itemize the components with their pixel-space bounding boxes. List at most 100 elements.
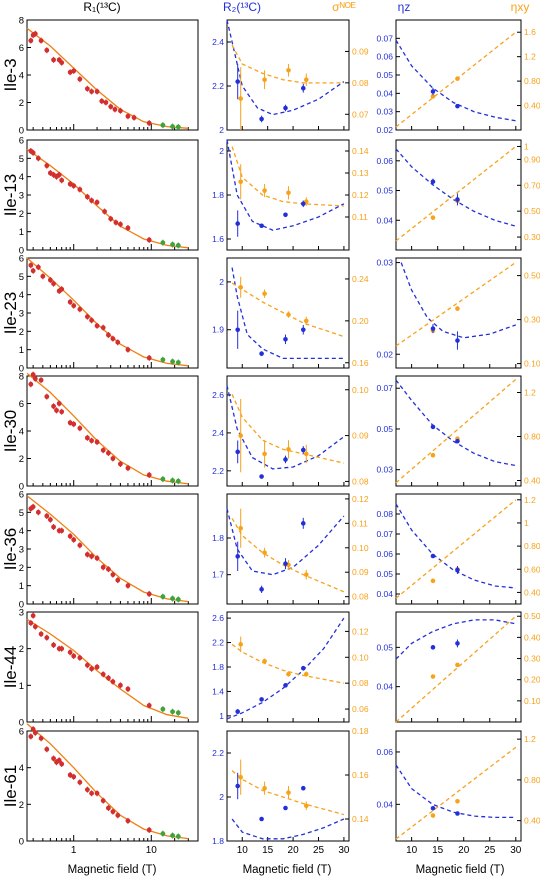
blue-fit-line: [395, 503, 516, 589]
r2-sigma-panel: 1 1.4 1.8 2.2 2.6 0.06 0.08 0.10 0.12: [212, 611, 369, 723]
y-tick-label: 5: [19, 272, 24, 283]
r1-point: [59, 761, 65, 767]
r1-point: [38, 38, 44, 44]
r1-fit-line: [26, 27, 189, 129]
orange-fit-line: [231, 282, 345, 338]
r1-point: [51, 756, 56, 761]
eta-panel: 0.04 0.05 0.06 0.30 0.50 0.70 0.90 1: [376, 139, 540, 251]
r1-point: [94, 555, 100, 561]
r1-point: [54, 407, 59, 413]
y-tick-label: 1: [19, 227, 24, 238]
r1-point: [170, 596, 175, 601]
left-tick-label: 0.03: [376, 465, 393, 475]
orange-point: [262, 451, 267, 457]
right-tick-label: 0.24: [352, 274, 369, 284]
r1-point: [51, 642, 56, 648]
y-tick-label: 2: [19, 327, 24, 338]
r1-point: [110, 456, 116, 461]
right-tick-label: 1: [524, 518, 529, 528]
orange-point: [238, 96, 243, 101]
r1-point: [160, 831, 166, 837]
x-tick-label: 10: [237, 845, 249, 856]
eta-panel: 0.03 0.05 0.07 0.40 0.80 1.2: [376, 375, 540, 487]
y-tick-label: 0: [19, 126, 24, 137]
right-tick-label: 0.08: [352, 678, 369, 688]
orange-fit-line: [231, 394, 345, 464]
r1-fit-line: [26, 495, 189, 603]
y-tick-label: 3: [19, 545, 24, 556]
row-label: Ile-44: [1, 646, 20, 689]
y-tick-label: 0: [19, 246, 24, 257]
right-tick-label: 0.09: [352, 567, 369, 577]
r1-point: [100, 447, 106, 453]
r1-point: [30, 504, 36, 510]
right-tick-label: 1.2: [524, 388, 536, 398]
r1-point: [146, 120, 152, 126]
r1-point: [146, 355, 152, 361]
orange-point: [238, 774, 243, 780]
orange-point: [430, 578, 436, 584]
r1-point: [38, 631, 44, 637]
right-tick-label: 0.11: [352, 212, 368, 222]
r2-sigma-panel: 1.6 1.8 2 0.11 0.12 0.13 0.14: [212, 139, 369, 251]
right-tick-label: 0.40: [524, 476, 540, 486]
orange-point: [303, 803, 309, 809]
x-tick-label: 15: [432, 845, 444, 856]
r1-point: [30, 268, 36, 274]
x-tick-label: 1: [71, 845, 77, 856]
r1-point: [44, 746, 50, 752]
r1-point: [146, 703, 152, 708]
r1-fit-line: [26, 723, 189, 840]
r1-point: [146, 591, 152, 597]
r2-sigma-panel: 1.8 2 2.2 0.14 0.16 0.18 10 15 20 25 30: [212, 726, 369, 856]
left-tick-label: 0.06: [376, 747, 393, 757]
r1-panel: 0 1 2 3 4 5 6: [19, 254, 199, 375]
r1-point: [28, 381, 34, 387]
right-tick-label: 0.16: [352, 358, 369, 368]
orange-point: [262, 785, 267, 791]
r1-point: [170, 124, 175, 129]
y-tick-label: 5: [19, 508, 24, 519]
r1-point: [175, 710, 181, 716]
r1-point: [44, 513, 50, 519]
y-tick-label: 2: [19, 800, 24, 811]
blue-point: [455, 641, 460, 646]
right-tick-label: 0.16: [352, 770, 369, 780]
r1-point: [100, 564, 106, 570]
r1-point: [125, 225, 131, 231]
right-tick-label: 0.50: [524, 611, 540, 621]
r1-point: [56, 757, 62, 763]
blue-point: [430, 805, 436, 811]
r1-point: [131, 115, 137, 121]
blue-fit-line: [231, 818, 345, 840]
orange-point: [286, 447, 291, 452]
r1-point: [44, 394, 50, 400]
r1-frame: [26, 730, 199, 842]
r1-point: [28, 38, 34, 44]
x-tick-label: 30: [338, 845, 350, 856]
r2-sigma-panel: 1.9 2 0.16 0.20 0.24: [212, 257, 369, 369]
r1-point: [59, 409, 65, 415]
orange-point: [286, 790, 291, 795]
right-tick-label: 0.30: [524, 232, 540, 242]
blue-point: [300, 327, 306, 333]
r1-point: [30, 726, 36, 732]
r1-point: [118, 682, 123, 688]
left-tick-label: 2: [219, 792, 224, 802]
r1-point: [170, 359, 175, 364]
r1-point: [84, 662, 90, 668]
r1-point: [28, 620, 34, 626]
r1-panel: 0 1 2 3 4 5 6: [19, 136, 199, 257]
r1-point: [94, 89, 100, 94]
y-tick-label: 1: [19, 581, 24, 592]
y-tick-label: 6: [19, 727, 24, 738]
right-tick-label: 0.12: [352, 626, 369, 636]
r1-frame: [26, 257, 199, 369]
r1-point: [125, 686, 131, 692]
x-tick-label: 10: [406, 845, 418, 856]
right-tick-label: 0.10: [524, 696, 540, 706]
r1-point: [56, 172, 62, 178]
r1-point: [110, 336, 116, 342]
r1-frame: [26, 611, 199, 723]
